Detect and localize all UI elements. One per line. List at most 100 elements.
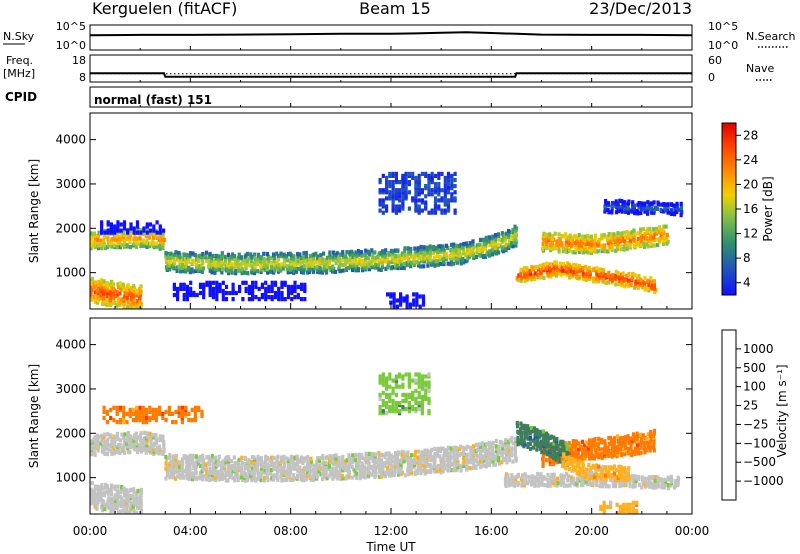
range-gate-cell [302, 255, 306, 260]
range-gate-cell [631, 271, 635, 276]
range-gate-cell [515, 276, 519, 281]
range-gate-cell [469, 455, 473, 461]
range-gate-cell [555, 268, 559, 273]
range-gate-cell [676, 481, 680, 486]
range-gate-cell [168, 452, 172, 458]
range-gate-cell [611, 200, 615, 206]
range-gate-cell [123, 439, 127, 444]
range-gate-cell [420, 409, 424, 414]
range-gate-cell [493, 241, 497, 246]
range-gate-cell [335, 251, 339, 256]
range-gate-cell [440, 208, 444, 213]
range-gate-cell [139, 449, 143, 454]
range-gate-cell [283, 264, 287, 269]
range-gate-cell [411, 390, 415, 395]
range-gate-cell [610, 438, 614, 443]
range-gate-cell [391, 398, 395, 404]
range-gate-cell [561, 261, 566, 267]
range-gate-cell [622, 244, 626, 249]
range-gate-cell [658, 239, 662, 244]
range-gate-cell [128, 239, 132, 245]
range-gate-cell [325, 270, 329, 275]
range-gate-cell [324, 460, 328, 465]
range-gate-cell [100, 246, 104, 251]
range-gate-cell [428, 244, 432, 249]
range-gate-cell [178, 474, 182, 479]
range-gate-cell [619, 247, 623, 252]
range-gate-cell [398, 188, 402, 193]
range-gate-cell [320, 270, 324, 275]
range-gate-cell [577, 236, 581, 241]
range-gate-cell [94, 298, 98, 303]
range-gate-cell [102, 241, 106, 246]
range-gate-cell [357, 258, 361, 263]
range-gate-cell [128, 511, 132, 514]
range-gate-cell [580, 248, 584, 253]
range-gate-cell [96, 293, 100, 298]
range-gate-cell [254, 263, 258, 268]
range-gate-cell [309, 456, 313, 461]
range-gate-cell [649, 206, 653, 212]
range-gate-cell [304, 260, 309, 265]
power-cb-tick-label: 12 [743, 227, 758, 241]
range-gate-cell [556, 481, 560, 486]
range-gate-cell [260, 460, 264, 465]
range-gate-cell [164, 466, 168, 471]
range-gate-cell [468, 251, 472, 256]
range-gate-cell [529, 446, 533, 451]
range-gate-cell [245, 259, 249, 264]
range-gate-cell [188, 251, 193, 256]
velocity-colorbar [721, 329, 737, 501]
range-gate-cell [144, 234, 148, 239]
range-gate-cell [649, 230, 653, 235]
range-gate-cell [303, 297, 307, 302]
range-gate-cell [567, 262, 571, 267]
range-gate-cell [626, 210, 630, 215]
range-gate-cell [223, 468, 227, 473]
range-gate-cell [548, 232, 552, 237]
range-gate-cell [158, 246, 162, 251]
range-gate-cell [634, 279, 638, 284]
range-gate-cell [445, 254, 449, 259]
range-gate-cell [109, 415, 113, 421]
range-gate-cell [193, 405, 197, 410]
range-gate-cell [532, 428, 536, 434]
range-gate-cell [412, 458, 416, 463]
range-gate-cell [221, 292, 225, 298]
range-gate-cell [639, 445, 643, 450]
range-gate-cell [152, 235, 156, 240]
range-gate-cell [437, 175, 441, 181]
range-gate-cell [533, 475, 537, 480]
range-gate-cell [533, 271, 537, 276]
range-gate-cell [494, 243, 498, 248]
range-gate-cell [252, 271, 257, 276]
range-gate-cell [292, 268, 296, 274]
range-gate-cell [407, 460, 411, 465]
range-gate-cell [417, 180, 421, 185]
range-gate-cell [582, 442, 587, 447]
range-gate-cell [559, 479, 563, 484]
range-gate-cell [507, 232, 511, 237]
range-gate-cell [123, 510, 127, 514]
range-gate-cell [581, 461, 585, 466]
range-gate-cell [185, 455, 189, 460]
range-gate-cell [105, 409, 109, 414]
range-gate-cell [110, 496, 114, 501]
range-gate-cell [607, 448, 611, 454]
range-gate-cell [191, 259, 195, 264]
range-gate-cell [145, 238, 149, 244]
range-gate-cell [165, 457, 169, 462]
range-gate-cell [293, 466, 297, 471]
range-gate-cell [609, 477, 613, 482]
range-gate-cell [653, 290, 657, 295]
range-gate-cell [510, 475, 514, 480]
range-gate-cell [542, 475, 546, 480]
range-gate-cell [520, 473, 525, 478]
range-gate-cell [643, 450, 647, 455]
range-gate-cell [420, 450, 424, 455]
range-gate-cell [593, 456, 597, 461]
range-gate-cell [616, 467, 620, 472]
range-gate-cell [559, 439, 563, 444]
range-gate-cell [611, 478, 615, 483]
range-gate-cell [341, 461, 345, 466]
